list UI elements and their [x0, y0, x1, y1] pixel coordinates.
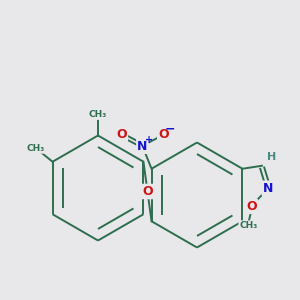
Text: +: + — [145, 135, 153, 145]
Text: O: O — [246, 200, 257, 213]
Text: CH₃: CH₃ — [89, 110, 107, 119]
Text: O: O — [142, 185, 153, 198]
Text: N: N — [263, 182, 273, 195]
Text: H: H — [267, 152, 276, 162]
Text: −: − — [165, 122, 175, 135]
Text: O: O — [116, 128, 127, 141]
Text: CH₃: CH₃ — [239, 221, 258, 230]
Text: O: O — [158, 128, 169, 141]
Text: CH₃: CH₃ — [27, 144, 45, 153]
Text: N: N — [137, 140, 148, 153]
